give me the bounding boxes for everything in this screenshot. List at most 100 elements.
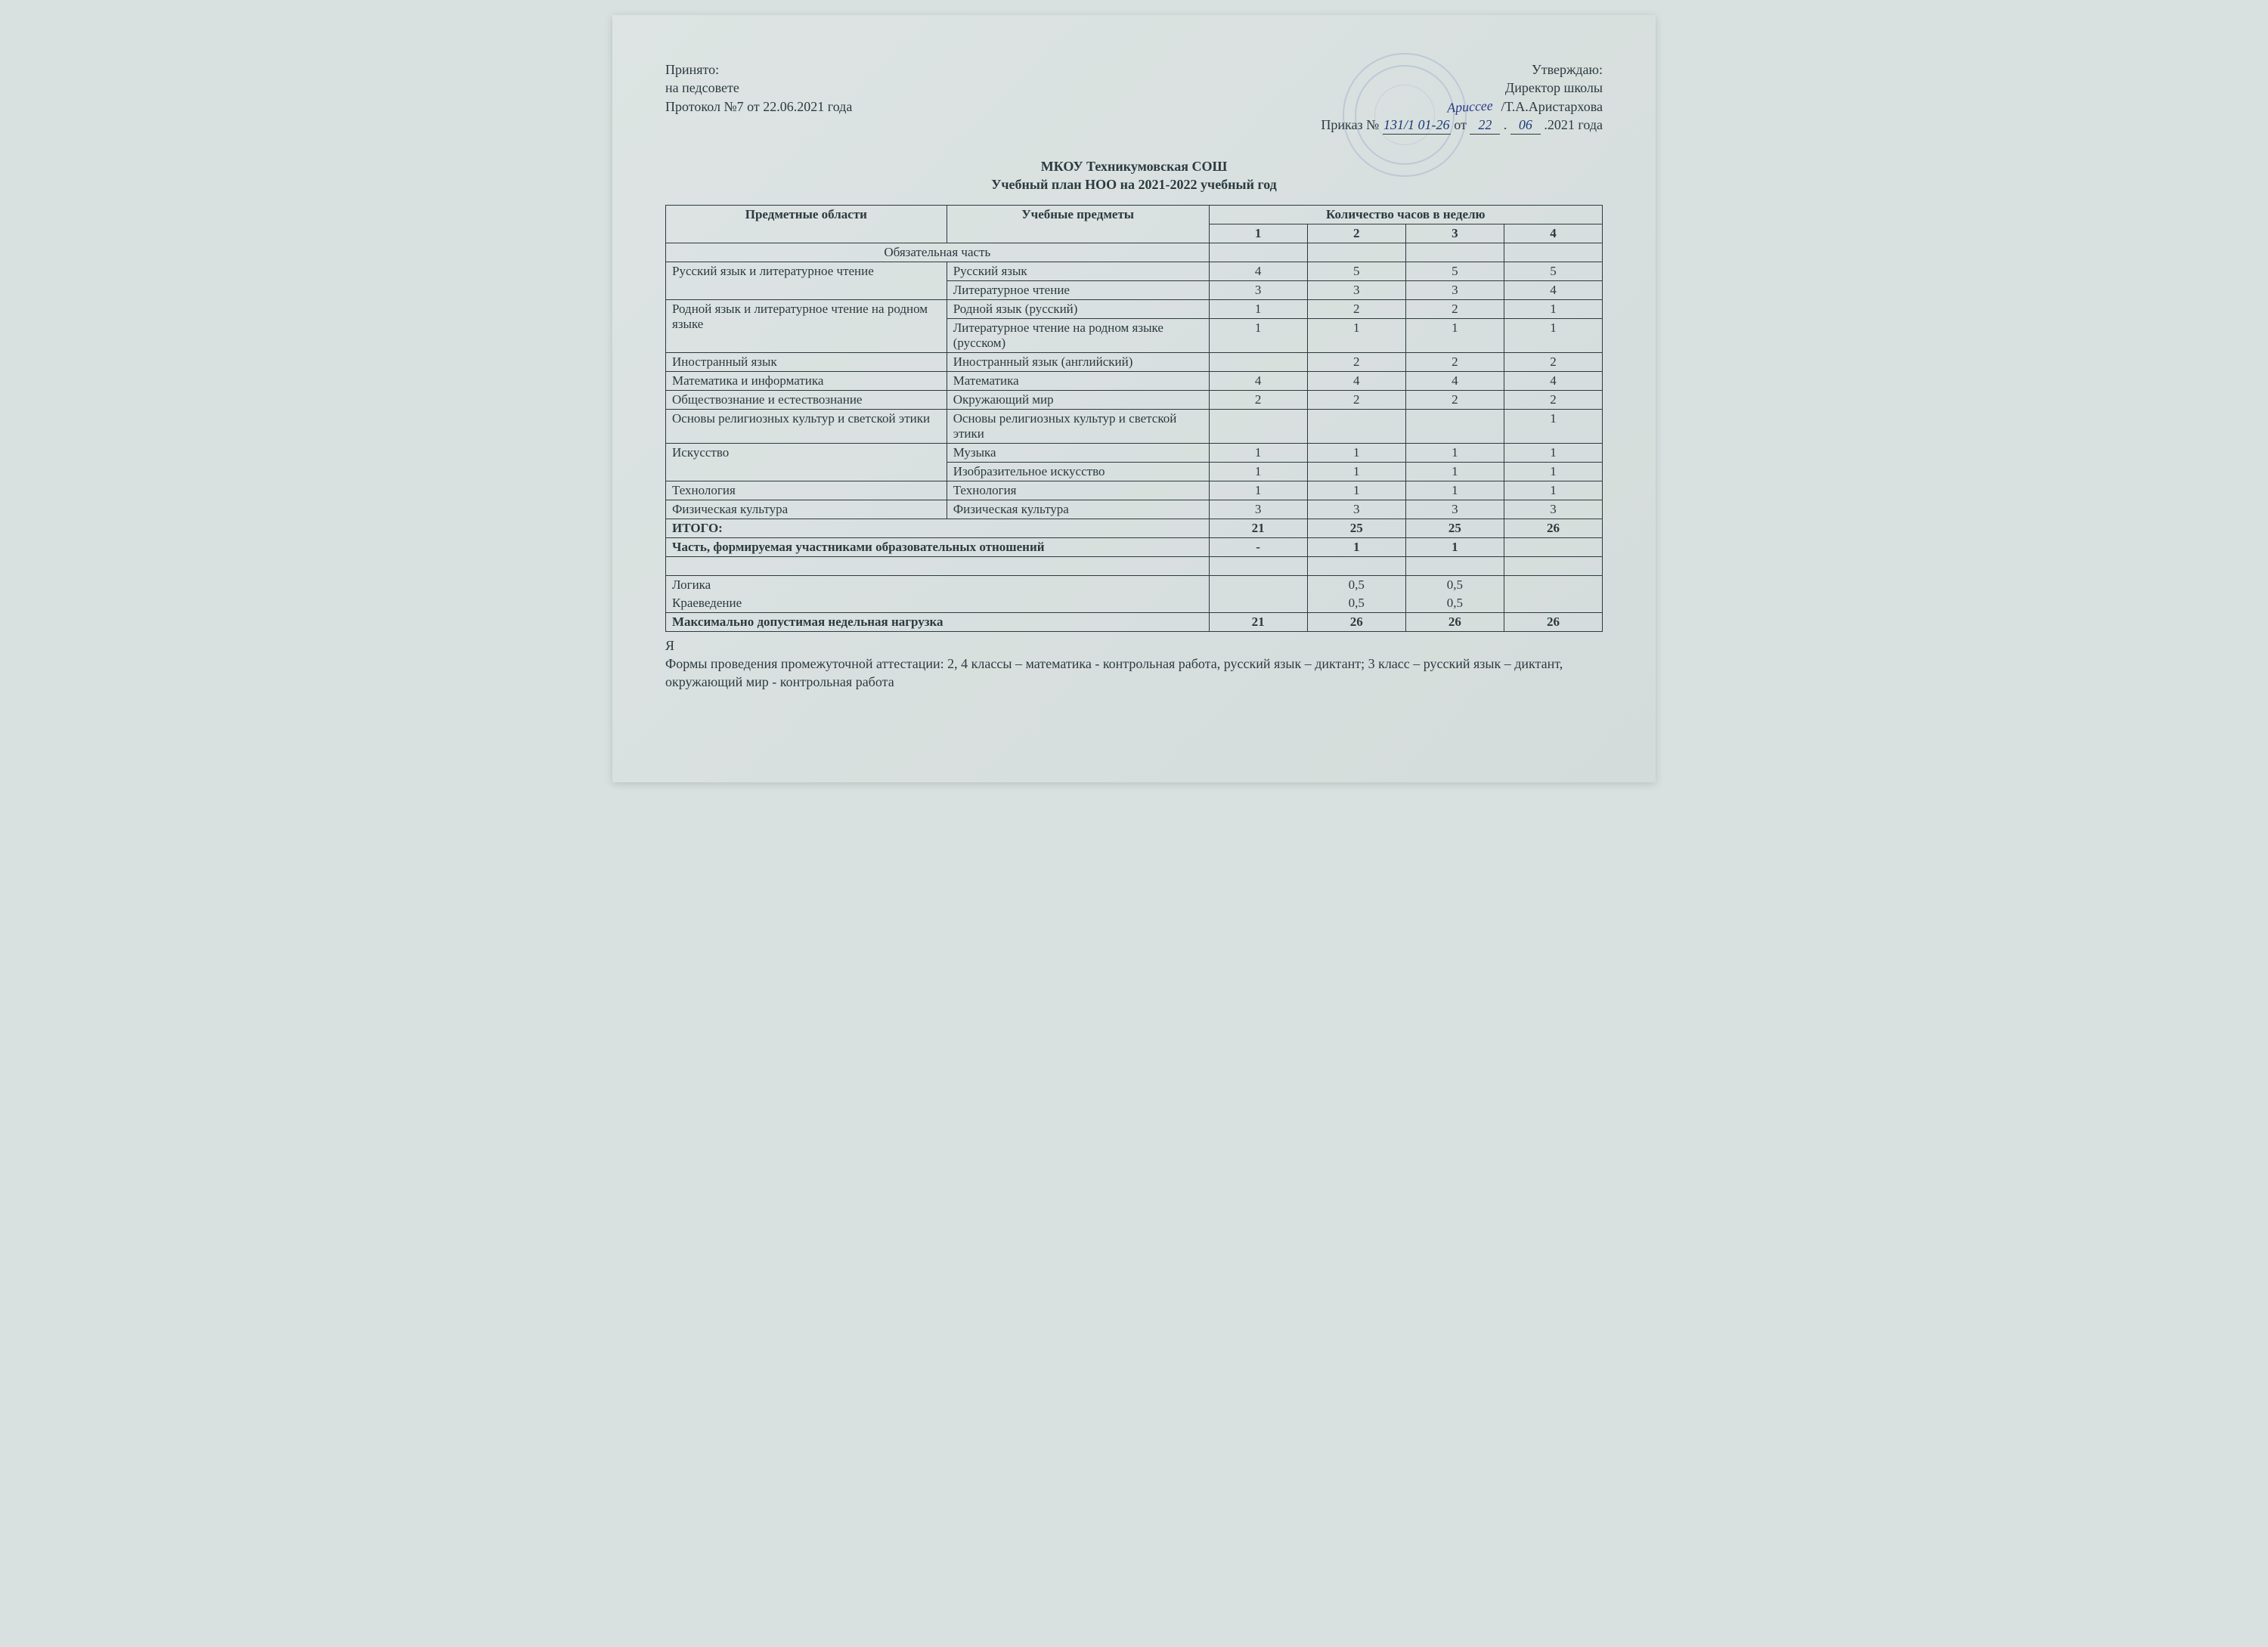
cell: 2	[1504, 352, 1602, 371]
cell: 26	[1307, 612, 1405, 631]
cell: 0,5	[1307, 594, 1405, 613]
col-subjects: Учебные предметы	[947, 205, 1209, 243]
section-mandatory-label: Обязательная часть	[666, 243, 1210, 262]
subject-cell: Окружающий мир	[947, 390, 1209, 409]
accepted-label: Принято:	[665, 60, 852, 79]
plan-title: Учебный план НОО на 2021-2022 учебный го…	[665, 175, 1603, 193]
cell: 1	[1307, 537, 1405, 556]
subject-cell: Математика	[947, 371, 1209, 390]
order-day: 22	[1470, 116, 1500, 135]
council-label: на педсовете	[665, 79, 852, 97]
table-row: Основы религиозных культур и светской эт…	[666, 409, 1603, 443]
cell: 4	[1405, 371, 1504, 390]
cell: 1	[1405, 318, 1504, 352]
cell: 1	[1504, 443, 1602, 462]
col-hours: Количество часов в неделю	[1209, 205, 1602, 224]
cell	[1504, 537, 1602, 556]
optional-row-1: Логика 0,5 0,5	[666, 575, 1603, 594]
total-row: ИТОГО: 21 25 25 26	[666, 519, 1603, 537]
cell: 1	[1504, 462, 1602, 481]
spacer-row	[666, 556, 1603, 575]
col-areas: Предметные области	[666, 205, 947, 243]
subject-cell: Русский язык	[947, 262, 1209, 280]
cell	[1405, 409, 1504, 443]
cell	[1504, 556, 1602, 575]
subject-cell: Музыка	[947, 443, 1209, 462]
cell: 0,5	[1307, 575, 1405, 594]
subject-cell: Основы религиозных культур и светской эт…	[947, 409, 1209, 443]
cell	[666, 556, 1210, 575]
cell: 1	[1307, 481, 1405, 500]
cell: 1	[1504, 299, 1602, 318]
area-cell: Основы религиозных культур и светской эт…	[666, 409, 947, 443]
cell: 2	[1405, 352, 1504, 371]
cell: 1	[1405, 443, 1504, 462]
footnote-stray: Я	[665, 636, 1603, 655]
cell	[1209, 243, 1307, 262]
cell: 3	[1209, 280, 1307, 299]
signature-text: Ариссее	[1447, 96, 1494, 116]
cell	[1405, 556, 1504, 575]
document-page: Принято: на педсовете Протокол №7 от 22.…	[612, 15, 1656, 782]
subject-cell: Иностранный язык (английский)	[947, 352, 1209, 371]
cell: 3	[1307, 500, 1405, 519]
cell: 4	[1504, 280, 1602, 299]
cell: 26	[1504, 612, 1602, 631]
subject-cell: Физическая культура	[947, 500, 1209, 519]
table-row: Родной язык и литературное чтение на род…	[666, 299, 1603, 318]
table-row: Технология Технология 1 1 1 1	[666, 481, 1603, 500]
cell	[1209, 575, 1307, 594]
cell	[1405, 243, 1504, 262]
cell: 0,5	[1405, 594, 1504, 613]
cell	[1209, 556, 1307, 575]
subject-cell: Изобразительное искусство	[947, 462, 1209, 481]
area-cell: Искусство	[666, 443, 947, 481]
cell	[1307, 243, 1405, 262]
cell: 1	[1504, 318, 1602, 352]
area-cell: Обществознание и естествознание	[666, 390, 947, 409]
col-grade-4: 4	[1504, 224, 1602, 243]
cell	[1307, 409, 1405, 443]
footnote-block: Я Формы проведения промежуточной аттеста…	[665, 636, 1603, 692]
cell: 26	[1504, 519, 1602, 537]
cell: 2	[1307, 299, 1405, 318]
cell: 4	[1209, 262, 1307, 280]
table-row: Физическая культура Физическая культура …	[666, 500, 1603, 519]
cell: 1	[1209, 481, 1307, 500]
cell: 2	[1307, 390, 1405, 409]
section-mandatory-row: Обязательная часть	[666, 243, 1603, 262]
cell: 0,5	[1405, 575, 1504, 594]
subject-cell: Родной язык (русский)	[947, 299, 1209, 318]
cell	[1209, 594, 1307, 613]
header-row: Принято: на педсовете Протокол №7 от 22.…	[665, 60, 1603, 135]
area-cell: Математика и информатика	[666, 371, 947, 390]
cell: 3	[1209, 500, 1307, 519]
cell: 5	[1504, 262, 1602, 280]
cell: 4	[1307, 371, 1405, 390]
part2-label: Часть, формируемая участниками образоват…	[666, 537, 1210, 556]
cell: 5	[1307, 262, 1405, 280]
col-grade-1: 1	[1209, 224, 1307, 243]
order-suffix: .2021 года	[1544, 117, 1603, 132]
cell: 1	[1405, 481, 1504, 500]
area-cell: Физическая культура	[666, 500, 947, 519]
table-row: Искусство Музыка 1 1 1 1	[666, 443, 1603, 462]
cell: 21	[1209, 519, 1307, 537]
approval-left-block: Принято: на педсовете Протокол №7 от 22.…	[665, 60, 852, 135]
curriculum-table: Предметные области Учебные предметы Коли…	[665, 205, 1603, 632]
cell: 1	[1209, 443, 1307, 462]
cell: 1	[1405, 537, 1504, 556]
cell: 1	[1307, 462, 1405, 481]
cell	[1209, 352, 1307, 371]
subject-cell: Литературное чтение	[947, 280, 1209, 299]
cell: 3	[1405, 280, 1504, 299]
optional-row-2: Краеведение 0,5 0,5	[666, 594, 1603, 613]
col-grade-3: 3	[1405, 224, 1504, 243]
cell: 3	[1405, 500, 1504, 519]
cell: 1	[1405, 462, 1504, 481]
table-row: Иностранный язык Иностранный язык (англи…	[666, 352, 1603, 371]
optional-label-1: Логика	[666, 575, 1210, 594]
cell	[1504, 575, 1602, 594]
school-name: МКОУ Техникумовская СОШ	[665, 157, 1603, 175]
part2-row: Часть, формируемая участниками образоват…	[666, 537, 1603, 556]
